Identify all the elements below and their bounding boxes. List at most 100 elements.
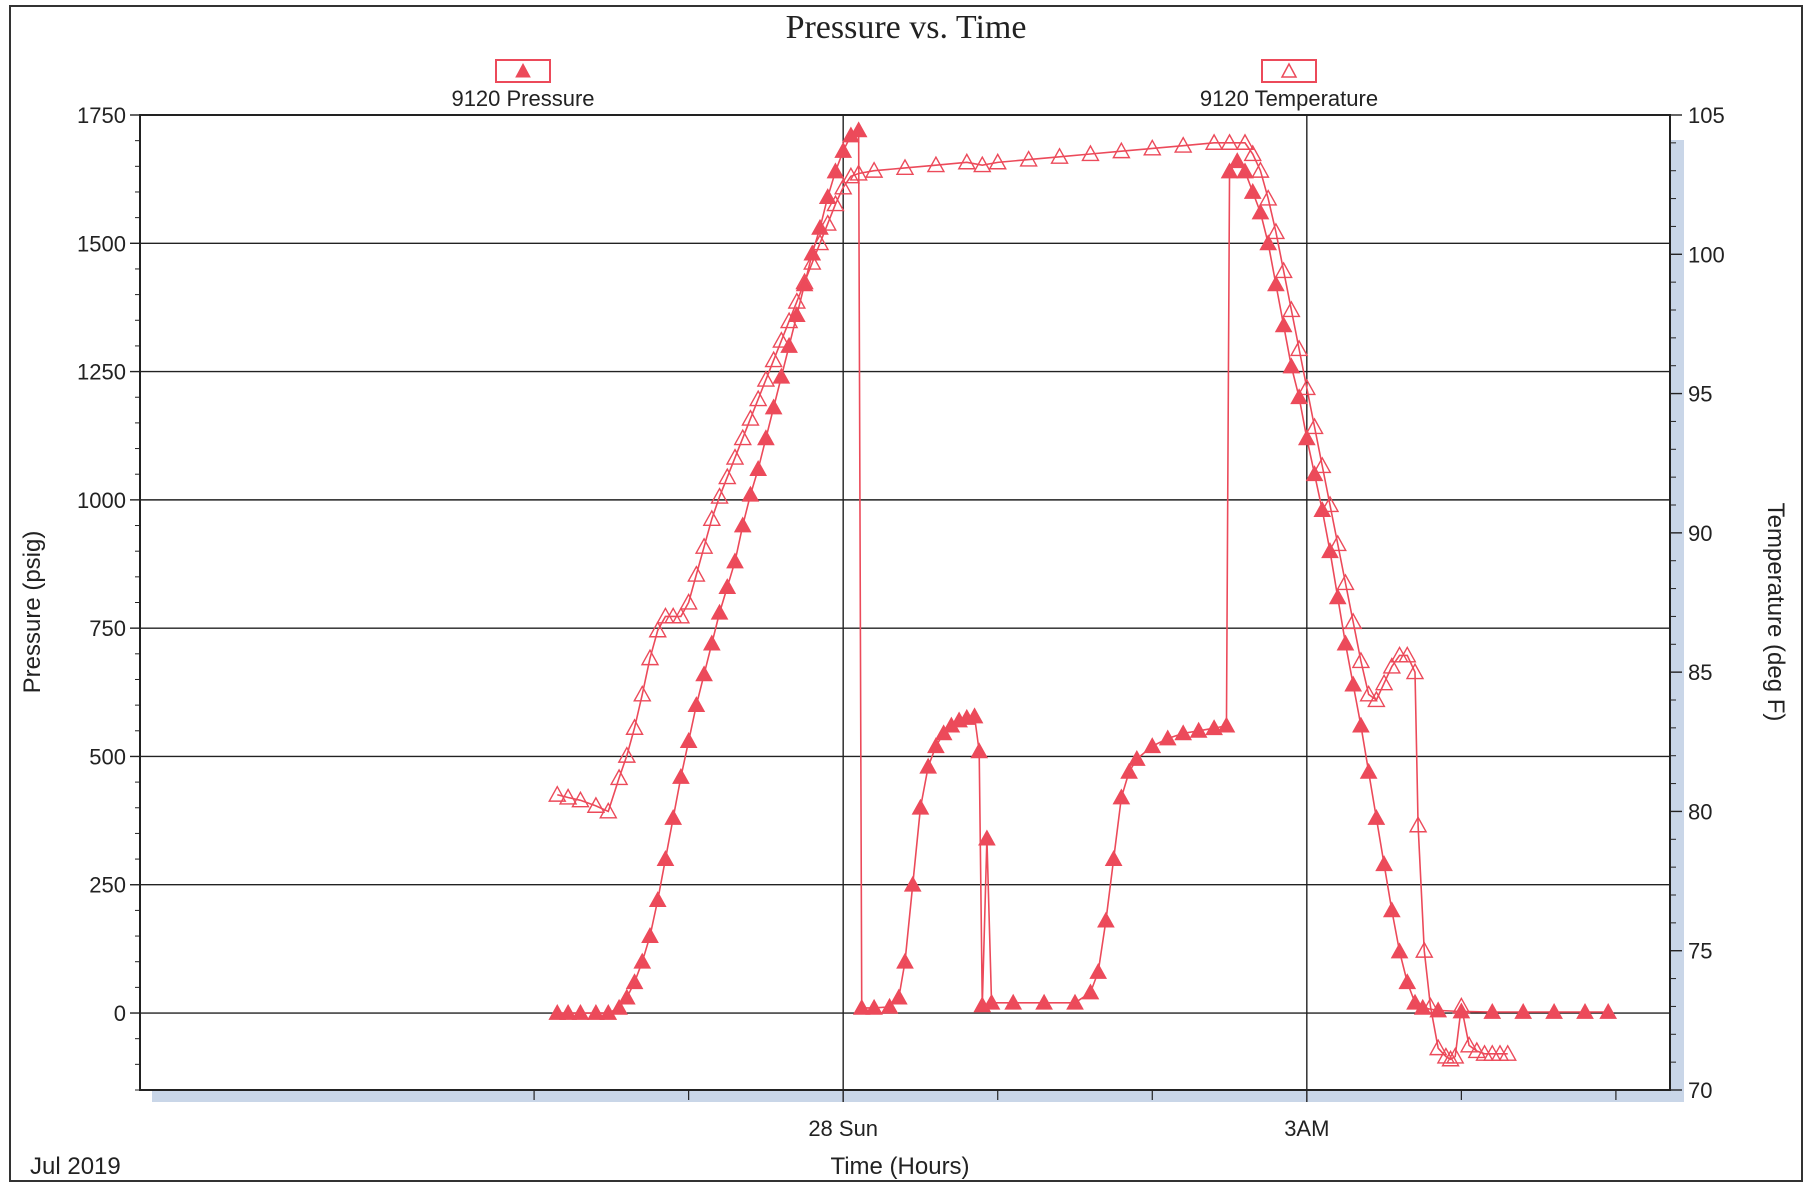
data-point: [895, 158, 915, 176]
data-point: [548, 785, 567, 802]
data-point: [1382, 657, 1402, 674]
data-point: [702, 509, 722, 527]
data-point: [1217, 716, 1236, 733]
data-point: [625, 973, 644, 990]
data-point: [772, 331, 791, 348]
data-point: [548, 1003, 567, 1020]
data-point: [725, 448, 745, 465]
data-point: [818, 214, 837, 231]
data-point: [834, 141, 853, 158]
left-tick-label: 0: [114, 1001, 126, 1026]
data-point: [1599, 1002, 1618, 1019]
grid-lines: [140, 114, 1670, 1102]
data-point: [756, 370, 776, 387]
data-point: [1112, 141, 1131, 159]
data-point: [841, 166, 861, 184]
data-point: [640, 648, 660, 666]
data-point: [1143, 138, 1162, 156]
data-point: [1089, 962, 1108, 979]
data-point: [1143, 737, 1162, 754]
data-point: [1428, 1038, 1448, 1056]
plot-area: [139, 114, 1671, 1091]
data-point: [617, 746, 637, 763]
data-point: [1351, 651, 1371, 669]
data-point: [1259, 234, 1278, 251]
data-point: [586, 796, 606, 813]
data-point: [764, 350, 783, 368]
data-point: [687, 565, 706, 582]
data-point: [1267, 275, 1285, 292]
data-point: [1375, 855, 1393, 872]
data-point: [1282, 357, 1301, 374]
data-point: [1019, 150, 1038, 167]
x-axis: 28 Sun 3AM: [533, 1090, 1617, 1141]
data-point: [1081, 983, 1100, 1000]
data-point: [687, 696, 706, 713]
data-point: [1344, 675, 1363, 692]
data-point: [1220, 133, 1239, 150]
right-tick-label: 80: [1688, 799, 1712, 824]
data-point: [1498, 1044, 1517, 1061]
data-point: [852, 998, 871, 1015]
data-point: [1297, 378, 1317, 396]
data-point: [1104, 850, 1123, 866]
data-point: [833, 177, 853, 195]
data-point: [973, 155, 992, 173]
data-point: [1436, 1047, 1456, 1064]
data-point: [558, 788, 578, 805]
data-point: [1441, 1049, 1460, 1067]
data-point: [826, 162, 845, 179]
data-point: [927, 737, 945, 754]
data-point: [718, 467, 737, 485]
data-point: [1258, 189, 1278, 206]
data-point: [1282, 300, 1301, 318]
series-pressure: [548, 121, 1618, 1020]
data-point: [1328, 534, 1347, 552]
data-point: [803, 253, 822, 270]
left-tick-label: 500: [89, 744, 126, 769]
data-point: [571, 790, 590, 808]
data-point: [1576, 1002, 1594, 1019]
data-point: [1050, 147, 1069, 164]
data-point: [849, 164, 868, 181]
data-point: [1097, 911, 1115, 928]
right-tick-label: 75: [1688, 939, 1712, 964]
data-point: [1413, 998, 1432, 1015]
data-point: [1174, 724, 1193, 741]
data-point: [1112, 788, 1131, 805]
data-point: [741, 409, 760, 426]
data-point: [1236, 162, 1254, 179]
data-point: [1382, 901, 1401, 918]
data-point: [1220, 162, 1239, 179]
data-point: [1204, 133, 1224, 150]
data-point: [749, 460, 768, 476]
data-point: [1514, 1002, 1533, 1019]
data-point: [1004, 993, 1023, 1010]
right-tick-label: 90: [1688, 521, 1712, 546]
data-point: [1352, 716, 1370, 733]
data-point: [1305, 465, 1324, 482]
data-point: [1313, 456, 1332, 474]
data-point: [1328, 588, 1347, 605]
data-point: [889, 988, 908, 1005]
data-point: [1367, 690, 1386, 708]
data-point: [1545, 1002, 1563, 1019]
data-point: [772, 367, 791, 384]
data-point: [1336, 573, 1355, 591]
plot-shadow-bottom: [152, 1088, 1684, 1102]
data-point: [671, 606, 691, 624]
data-point: [787, 292, 807, 309]
legend-pressure-marker: [515, 62, 531, 78]
legend: 9120 Pressure 9120 Temperature: [451, 59, 1378, 111]
data-point: [1066, 993, 1084, 1010]
data-point: [982, 993, 1001, 1010]
data-point: [1297, 429, 1316, 446]
data-point: [1035, 993, 1053, 1010]
x-date-label: Jul 2019: [30, 1153, 121, 1180]
left-tick-label: 1750: [77, 103, 126, 128]
data-point: [1408, 815, 1428, 833]
data-point: [1452, 996, 1471, 1014]
data-point: [648, 891, 667, 908]
data-point: [741, 485, 760, 502]
